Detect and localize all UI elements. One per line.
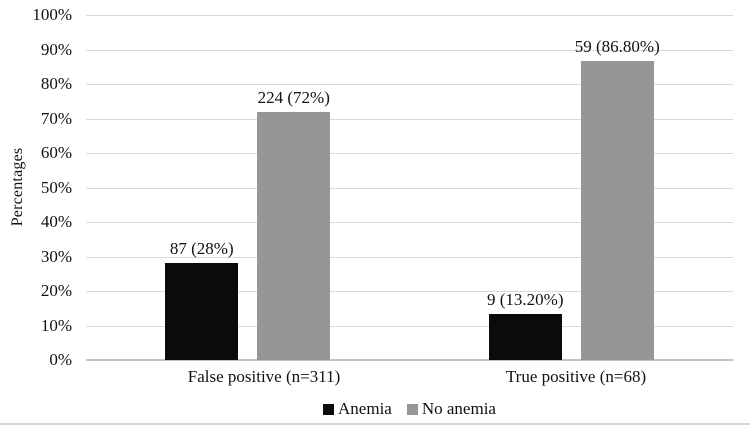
legend-item-no-anemia: No anemia — [406, 399, 496, 419]
gridline — [86, 153, 733, 154]
legend: Anemia No anemia — [86, 399, 733, 419]
data-label: 224 (72%) — [257, 87, 330, 107]
gridline — [86, 291, 733, 292]
y-tick-label: 60% — [40, 143, 72, 162]
category-label-false-positive: False positive (n=311) — [187, 367, 341, 386]
data-label: 9 (13.20%) — [487, 290, 564, 310]
category-label-true-positive: True positive (n=68) — [505, 367, 647, 386]
gridline — [86, 256, 733, 258]
legend-label-anemia: Anemia — [338, 399, 392, 418]
y-tick-label: 30% — [40, 246, 72, 266]
data-label: 87 (28%) — [169, 239, 234, 259]
y-tick-label: 100% — [32, 5, 72, 24]
y-tick-label: 80% — [40, 74, 72, 93]
no-anemia-legend-swatch-icon — [406, 403, 418, 415]
y-tick-label: 50% — [40, 177, 72, 197]
data-label: 59 (86.80%) — [574, 36, 660, 56]
figure-bottom-rule — [0, 423, 750, 425]
y-tick-label: 20% — [40, 281, 72, 300]
legend-item-anemia: Anemia — [323, 399, 392, 419]
y-tick-label: 40% — [40, 212, 72, 231]
gridline — [86, 118, 733, 120]
bar-group: 87 (28%) 224 (72%) — [86, 15, 410, 360]
bar-no-anemia: 59 (86.80%) — [575, 37, 660, 360]
gridline — [86, 84, 733, 85]
y-tick-label: 10% — [40, 315, 72, 335]
gridline — [86, 15, 733, 16]
y-tick-label: 70% — [40, 108, 72, 128]
gridline — [86, 187, 733, 189]
y-axis-tick-labels: 0% 10% 20% 30% 40% 50% 60% 70% 80% 90% 100% — [0, 0, 78, 427]
legend-label-no-anemia: No anemia — [421, 399, 496, 418]
x-axis-line — [86, 359, 733, 361]
gridline — [86, 222, 733, 223]
bar-anemia: 9 (13.20%) — [487, 290, 563, 360]
gridline — [86, 49, 733, 51]
bar-group: 9 (13.20%) 59 (86.80%) — [410, 15, 734, 360]
bar-anemia: 87 (28%) — [165, 239, 239, 360]
plot-area: 87 (28%) 224 (72%) 9 (13.20%) 59 (86.80%) — [86, 15, 733, 361]
bar-no-anemia: 224 (72%) — [257, 88, 331, 360]
y-tick-label: 0% — [49, 350, 72, 369]
anemia-legend-swatch-icon — [323, 403, 335, 415]
bar-groups: 87 (28%) 224 (72%) 9 (13.20%) 59 (86.80%) — [86, 15, 733, 360]
gridline — [86, 325, 733, 327]
y-tick-label: 90% — [40, 39, 72, 59]
